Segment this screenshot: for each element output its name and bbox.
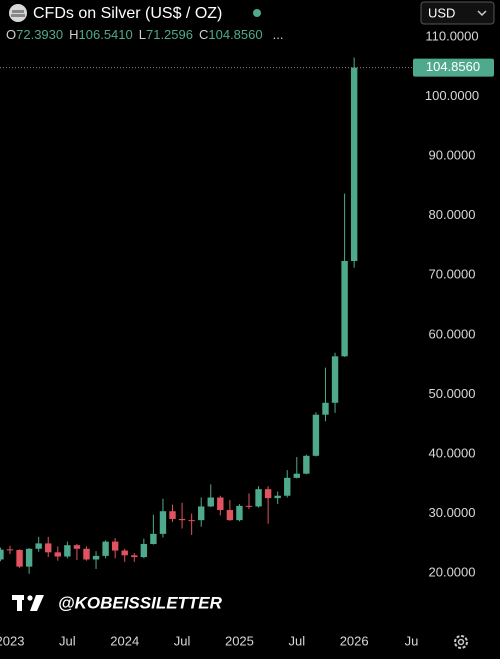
candle-body: [331, 356, 339, 403]
currency-button[interactable]: USD: [420, 1, 495, 25]
candle-body: [16, 549, 23, 567]
ohlc-value: 106.5410: [79, 27, 133, 42]
candle-body: [6, 549, 14, 551]
currency[interactable]: USD: [428, 5, 455, 20]
ohlc-key: C: [199, 27, 208, 42]
candle-body: [131, 555, 138, 558]
ohlc-key: H: [69, 27, 78, 42]
y-tick-label: 110.0000: [425, 28, 478, 43]
candle-body: [322, 402, 329, 415]
candle-body: [121, 550, 128, 556]
watermark: @KOBEISSILETTER: [58, 593, 223, 612]
x-tick-label: Jul: [174, 633, 191, 648]
candle-body: [102, 541, 109, 556]
candle-body: [45, 543, 52, 553]
candle-body: [245, 505, 253, 507]
y-tick-label: 80.0000: [429, 207, 476, 222]
candle-body: [64, 545, 71, 557]
settings-icon[interactable]: [454, 635, 468, 649]
y-tick-label: 50.0000: [429, 386, 476, 401]
ohlc-value: 72.3930: [16, 27, 63, 42]
candle-body: [198, 506, 205, 521]
ohlc-key: L: [139, 27, 146, 42]
candle-body: [35, 543, 42, 549]
candle-body: [25, 548, 33, 567]
candle-body: [169, 511, 176, 519]
x-tick-label: 2024: [110, 633, 139, 648]
tv-logo: [12, 595, 44, 611]
candle-body: [274, 495, 281, 499]
x-tick-label: Ju: [405, 633, 419, 648]
candle-body: [150, 533, 157, 544]
candle-body: [188, 520, 195, 522]
x-tick-label: 2026: [340, 633, 369, 648]
candle-body: [54, 552, 61, 557]
y-tick-label: 60.0000: [429, 326, 476, 341]
candle-body: [264, 489, 272, 499]
x-tick-label: Jul: [288, 633, 305, 648]
candle-body: [92, 555, 100, 560]
candle-body: [312, 414, 320, 456]
y-tick-label: 20.0000: [429, 565, 476, 580]
ohlc-key: O: [6, 27, 16, 42]
status-dot: [253, 9, 261, 17]
candle-body: [0, 549, 4, 560]
candle-body: [178, 518, 186, 521]
ohlc-value: 71.2596: [146, 27, 193, 42]
candle-body: [293, 473, 300, 478]
chart-title: CFDs on Silver (US$ / OZ): [33, 5, 222, 22]
ohlc-legend: O72.3930 H106.5410 L71.2596 C104.8560...: [6, 27, 283, 42]
x-tick-label: 2023: [0, 633, 24, 648]
y-tick-label: 90.0000: [429, 148, 476, 163]
x-tick-label: 2025: [225, 633, 254, 648]
x-tick-label: Jul: [59, 633, 76, 648]
candle-body: [111, 541, 119, 551]
candle-body: [140, 543, 148, 558]
candle-body: [303, 455, 310, 474]
candle-body: [207, 497, 214, 507]
candle-body: [284, 477, 291, 496]
candle-body: [159, 511, 167, 534]
candle-body: [236, 505, 243, 521]
y-tick-label: 40.0000: [429, 445, 476, 460]
candle-body: [350, 67, 358, 262]
ohlc-value: 104.8560: [208, 27, 262, 42]
last-price-label: 104.8560: [426, 59, 480, 74]
last-price-tag: [413, 58, 494, 77]
plot-area: [0, 57, 358, 574]
y-tick-label: 70.0000: [429, 267, 476, 282]
candle-body: [83, 548, 90, 560]
symbol-icon: [9, 4, 27, 22]
candle-body: [255, 489, 262, 507]
more: ...: [273, 27, 284, 42]
candle-body: [217, 497, 224, 511]
candle-body: [341, 260, 348, 357]
candle-body: [73, 545, 81, 549]
candle-body: [226, 510, 234, 521]
y-tick-label: 30.0000: [429, 505, 476, 520]
y-tick-label: 100.0000: [425, 88, 479, 103]
